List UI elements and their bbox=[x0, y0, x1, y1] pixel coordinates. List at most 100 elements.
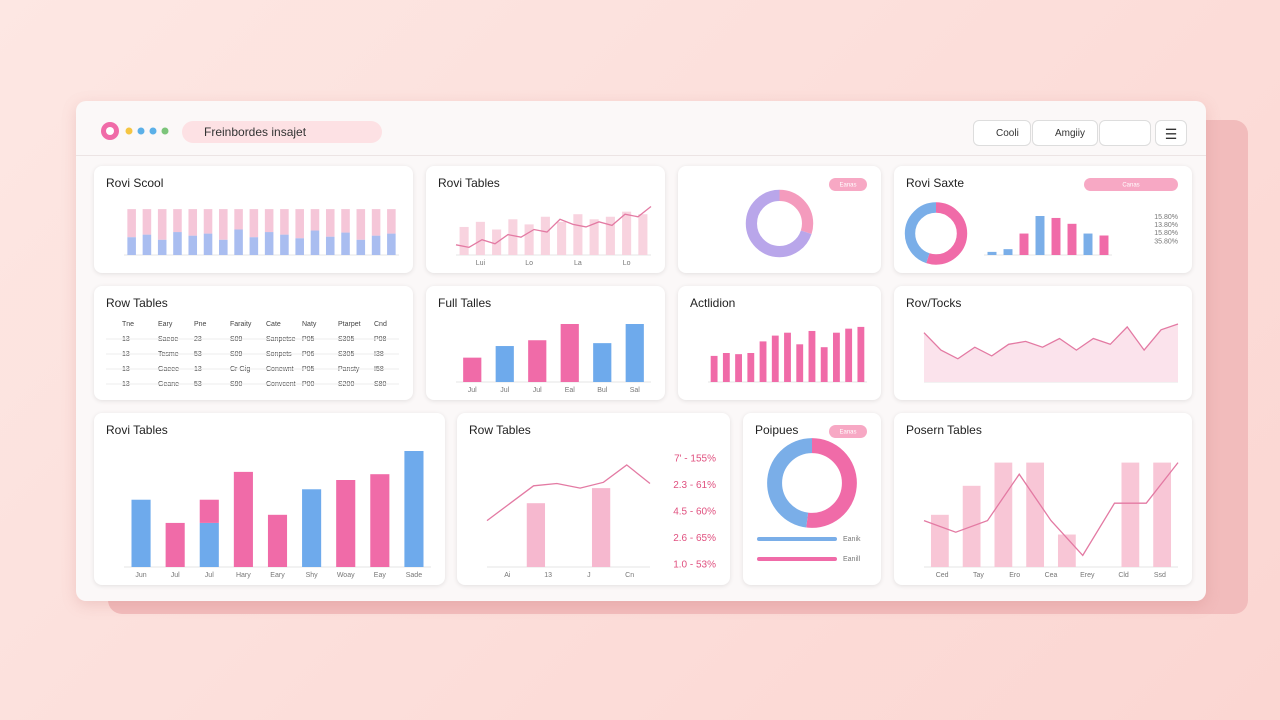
x-tick-label: Hary bbox=[236, 572, 251, 579]
panel-canvas: Eanas bbox=[745, 178, 867, 258]
x-tick-label: Sade bbox=[406, 572, 422, 579]
panel-title: Rovi Tables bbox=[438, 176, 500, 190]
bar bbox=[249, 237, 259, 255]
bar bbox=[127, 209, 136, 238]
x-tick-label: Shy bbox=[306, 572, 319, 579]
panel-title: Rovi Tables bbox=[106, 423, 168, 437]
bar bbox=[771, 335, 779, 382]
x-tick-label: Ai bbox=[504, 572, 511, 579]
x-tick-label: Lo bbox=[525, 260, 533, 267]
bar bbox=[845, 328, 853, 382]
button[interactable]: Cooli bbox=[973, 120, 1031, 146]
panel: Rovi Tables Lui Lo La Lo bbox=[426, 166, 665, 273]
bar bbox=[784, 332, 791, 382]
panel-canvas: Full Talles Jul Jul Jul Eal Bul Sal bbox=[438, 296, 651, 394]
bar bbox=[589, 219, 599, 255]
address-bar[interactable]: Freinbordes insajet bbox=[182, 121, 382, 143]
bar bbox=[475, 221, 485, 255]
bar bbox=[747, 353, 755, 382]
bar bbox=[356, 239, 366, 255]
bar bbox=[735, 354, 743, 382]
panel: Rovi Tables Jun Jul Jul Hary Eary Shy Woay Eay Sa… bbox=[94, 413, 445, 585]
bar bbox=[1026, 462, 1045, 567]
side-label: 4.5 - 60% bbox=[673, 507, 716, 518]
panel-title: Full Talles bbox=[438, 296, 491, 310]
bar bbox=[591, 488, 611, 567]
bar bbox=[188, 209, 198, 236]
panel-title: Row Tables bbox=[106, 296, 168, 310]
button[interactable]: Amgiiy bbox=[1032, 120, 1098, 146]
progress-bar bbox=[757, 537, 837, 541]
bar bbox=[387, 209, 396, 234]
bar bbox=[1035, 216, 1045, 255]
x-tick-label: Jul bbox=[468, 387, 477, 394]
bar bbox=[233, 471, 253, 567]
bar bbox=[264, 232, 274, 255]
search-button[interactable] bbox=[1099, 120, 1151, 146]
x-tick-label: Ero bbox=[1009, 572, 1020, 579]
bar bbox=[560, 324, 579, 382]
table-cell: Cnd bbox=[374, 321, 387, 328]
panel-title: Rov/Tocks bbox=[906, 296, 961, 310]
bar bbox=[310, 209, 320, 231]
x-tick-label: Jul bbox=[171, 572, 180, 579]
bar bbox=[131, 499, 151, 567]
donut-segment bbox=[745, 189, 814, 258]
bar bbox=[371, 235, 381, 255]
menu-button[interactable]: ☰ bbox=[1155, 120, 1187, 146]
bar bbox=[341, 232, 350, 255]
table-cell: Ptarpet bbox=[338, 321, 361, 328]
bar bbox=[142, 234, 152, 255]
bar bbox=[524, 224, 534, 255]
bar bbox=[199, 499, 219, 523]
bar bbox=[710, 355, 718, 382]
x-tick-label: J bbox=[587, 572, 591, 579]
table-cell: Naty bbox=[302, 321, 317, 328]
x-tick-label: Cea bbox=[1045, 572, 1058, 579]
panel: Posern Tables Ced Tay Ero Cea Erey Cld Ssd bbox=[894, 413, 1192, 585]
x-tick-label: Ced bbox=[936, 572, 949, 579]
bar bbox=[508, 219, 518, 255]
bar bbox=[557, 221, 567, 255]
bar bbox=[1003, 249, 1013, 255]
bar bbox=[219, 239, 228, 255]
panel: Row Tables Tne Eary Pne Faraity Cate Naty Ptarp… bbox=[94, 286, 413, 400]
bar bbox=[165, 522, 185, 567]
badge bbox=[829, 425, 867, 438]
panel-canvas: Rovi Tables Jun Jul Jul Hary Eary Shy Woay Eay Sa… bbox=[106, 423, 431, 579]
bar bbox=[341, 209, 350, 233]
bar bbox=[1067, 223, 1077, 255]
bar bbox=[371, 209, 381, 236]
x-tick-label: La bbox=[574, 260, 582, 267]
bar bbox=[638, 214, 648, 255]
bar bbox=[1051, 217, 1061, 255]
bar bbox=[1057, 534, 1076, 567]
bar bbox=[387, 233, 396, 255]
panel: Actlidion bbox=[678, 286, 881, 400]
x-tick-label: Jun bbox=[135, 572, 146, 579]
bar bbox=[459, 226, 469, 255]
bar bbox=[142, 209, 152, 235]
bar bbox=[295, 238, 304, 255]
panel: Rov/Tocks bbox=[894, 286, 1192, 400]
bar bbox=[593, 343, 612, 382]
bar bbox=[336, 480, 356, 567]
line bbox=[486, 464, 651, 522]
panel-canvas: Rovi Tables Lui Lo La Lo bbox=[438, 176, 652, 267]
panel-canvas: Rov/Tocks bbox=[906, 296, 1179, 383]
bar bbox=[267, 514, 288, 567]
bar bbox=[157, 239, 167, 255]
bar bbox=[325, 236, 335, 255]
panel-title: Posern Tables bbox=[906, 423, 982, 437]
side-label: 1.0 - 53% bbox=[673, 560, 716, 571]
bar bbox=[832, 332, 840, 382]
progress-label: Eanik bbox=[843, 536, 861, 543]
x-tick-label: Bul bbox=[597, 387, 608, 394]
donut-segment bbox=[767, 438, 857, 528]
badge-label: Canas bbox=[1122, 183, 1139, 189]
panel: Eanas bbox=[678, 166, 881, 273]
x-tick-label: Cn bbox=[625, 572, 634, 579]
bar bbox=[295, 209, 304, 239]
bar bbox=[173, 209, 182, 233]
